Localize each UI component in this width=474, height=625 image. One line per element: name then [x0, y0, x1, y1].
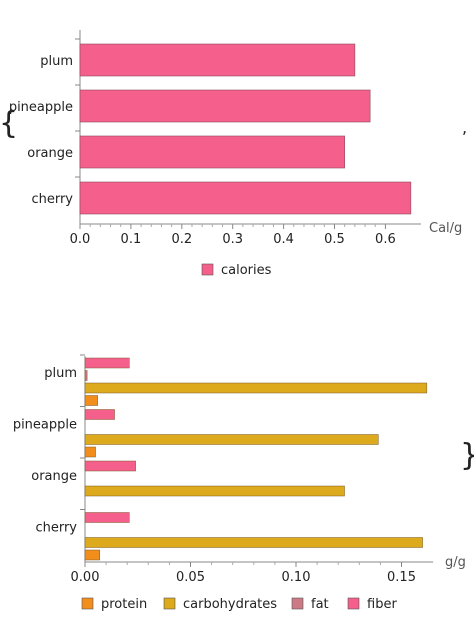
x-tick-label: 0.05: [176, 570, 205, 585]
separator-comma: ,: [462, 118, 467, 137]
legend-swatch-fat: [291, 597, 304, 610]
x-tick-label: 0.0: [70, 232, 91, 247]
x-tick-label: 0.3: [222, 232, 243, 247]
category-label: cherry: [31, 192, 73, 207]
legend-label-calories: calories: [221, 263, 272, 278]
bar-carbohydrates: [84, 485, 345, 497]
bar-fiber: [84, 357, 130, 369]
bar-fiber: [84, 409, 115, 420]
x-tick-label: 0.5: [324, 232, 345, 247]
bar-calories: [79, 43, 356, 77]
bar-carbohydrates: [84, 434, 379, 445]
x-tick-label: 0.10: [282, 570, 311, 585]
bar-calories: [79, 181, 412, 215]
open-brace: {: [0, 106, 18, 141]
bar-fiber: [84, 460, 136, 472]
x-tick-label: 0.2: [171, 232, 192, 247]
bar-fat: [84, 370, 88, 381]
legend-swatch-fiber: [347, 597, 360, 610]
x-axis-unit: g/g: [445, 555, 466, 570]
x-tick-label: 0.6: [375, 232, 396, 247]
category-label: pineapple: [13, 417, 77, 432]
bar-carbohydrates: [84, 382, 428, 394]
calories-chart: 0.0 0.1 0.2 0.3 0.4 0.5 0.6 Cal/g cherry orange pi…: [9, 30, 462, 278]
bar-fiber: [84, 512, 130, 523]
category-label: cherry: [35, 520, 77, 535]
legend-swatch-protein: [81, 597, 94, 610]
legend-swatch-calories: [201, 263, 214, 276]
category-label: plum: [40, 54, 73, 69]
category-label: orange: [31, 469, 77, 484]
close-brace: }: [460, 438, 474, 473]
category-label: plum: [44, 366, 77, 381]
x-tick-label: 0.15: [387, 570, 416, 585]
legend-swatch-carbohydrates: [163, 597, 176, 610]
bar-calories: [79, 89, 371, 123]
bar-protein: [84, 549, 101, 561]
bar-carbohydrates: [84, 537, 423, 548]
x-axis-unit: Cal/g: [429, 221, 462, 236]
category-label: orange: [27, 146, 73, 161]
x-tick-label: 0.4: [273, 232, 294, 247]
category-label: pineapple: [9, 100, 73, 115]
legend-label-carbohydrates: carbohydrates: [183, 597, 277, 612]
bar-protein: [84, 395, 98, 406]
x-tick-label: 0.1: [121, 232, 142, 247]
x-tick-label: 0.00: [71, 570, 100, 585]
bar-calories: [79, 135, 345, 169]
legend-label-protein: protein: [101, 597, 147, 612]
nutrients-chart: 0.00 0.05 0.10 0.15 g/g cherry orange pineapple…: [13, 354, 466, 612]
legend-label-fiber: fiber: [367, 597, 397, 612]
legend-label-fat: fat: [311, 597, 329, 612]
bar-protein: [84, 446, 96, 458]
